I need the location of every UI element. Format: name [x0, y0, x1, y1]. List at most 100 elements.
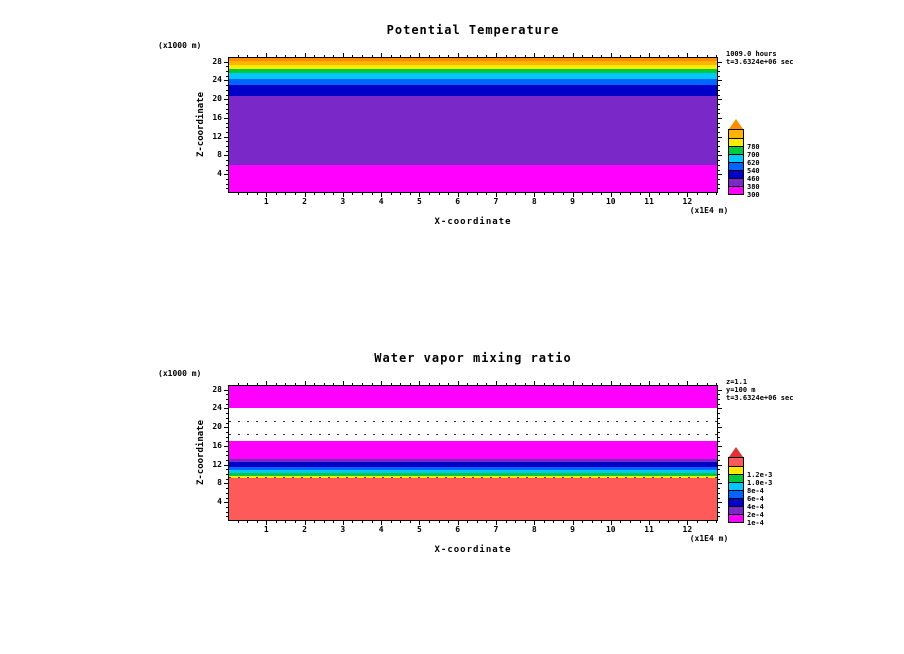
- axis-tick: [266, 53, 268, 57]
- plot-area: [228, 385, 718, 521]
- axis-tick: [226, 108, 228, 110]
- x-tick-label: 11: [644, 525, 654, 534]
- axis-tick: [591, 55, 593, 57]
- axis-tick: [304, 381, 306, 385]
- axis-tick: [438, 193, 440, 195]
- axis-tick: [668, 383, 670, 385]
- axis-tick: [226, 469, 228, 471]
- axis-tick: [718, 164, 720, 166]
- axis-tick: [668, 193, 670, 195]
- axis-tick: [342, 53, 344, 57]
- axis-tick: [428, 521, 430, 523]
- axis-tick: [696, 193, 698, 195]
- axis-tick: [718, 469, 720, 471]
- axis-tick: [658, 55, 660, 57]
- axis-tick: [226, 75, 228, 77]
- axis-tick: [718, 108, 720, 110]
- axis-tick: [275, 383, 277, 385]
- axis-tick: [409, 55, 411, 57]
- figure-potential-temperature: Potential Temperature (x1000 m) Z-coordi…: [0, 20, 904, 270]
- axis-tick: [718, 417, 720, 419]
- axis-tick: [718, 413, 720, 415]
- axis-tick: [323, 383, 325, 385]
- axis-tick: [275, 193, 277, 195]
- axis-tick: [226, 103, 228, 105]
- axis-tick: [467, 55, 469, 57]
- axis-tick: [601, 55, 603, 57]
- contour-band: [229, 462, 717, 468]
- axis-tick: [495, 381, 497, 385]
- axis-tick: [304, 521, 306, 525]
- y-tick-label: 12: [212, 459, 222, 469]
- axis-tick: [226, 413, 228, 415]
- axis-tick: [718, 445, 722, 447]
- axis-tick: [629, 383, 631, 385]
- axis-tick: [718, 464, 722, 466]
- axis-tick: [639, 193, 641, 195]
- axis-tick: [582, 55, 584, 57]
- colorbar: 1e-4 2e-4 4e-4 6e-4 8e-4 1.0e-3 1.2e-3: [728, 447, 772, 527]
- y-tick-label: 4: [217, 497, 222, 507]
- x-tick-label: 10: [605, 197, 616, 206]
- colorbar-segment: [729, 154, 743, 162]
- axis-tick: [649, 381, 651, 385]
- contour-band: [229, 65, 717, 70]
- axis-tick: [658, 193, 660, 195]
- colorbar-tick-label: 2e-4: [747, 511, 764, 519]
- colorbar-segment: [729, 490, 743, 498]
- contour-band: [229, 458, 717, 463]
- y-tick-label: 20: [212, 422, 222, 432]
- x-tick-label: 6: [455, 525, 461, 534]
- axis-tick: [601, 383, 603, 385]
- axis-tick: [649, 193, 651, 197]
- axis-tick: [428, 193, 430, 195]
- colorbar-tick-label: 1.2e-3: [747, 471, 773, 479]
- axis-tick: [718, 71, 720, 73]
- axis-tick: [515, 383, 517, 385]
- axis-tick: [718, 506, 720, 508]
- x-tick-label: 12: [682, 197, 693, 206]
- axis-tick: [706, 55, 708, 57]
- axis-tick: [467, 383, 469, 385]
- x-tick-label: 9: [570, 197, 575, 206]
- axis-tick: [658, 383, 660, 385]
- y-axis-units-label: (x1000 m): [158, 41, 202, 50]
- axis-tick: [226, 399, 228, 401]
- colorbar-segment: [729, 162, 743, 170]
- axis-tick: [448, 521, 450, 523]
- axis-tick: [543, 55, 545, 57]
- axis-tick: [716, 521, 718, 523]
- axis-tick: [226, 94, 228, 96]
- y-axis-units-label: (x1000 m): [158, 369, 202, 378]
- axis-tick: [256, 193, 258, 195]
- axis-tick: [553, 383, 555, 385]
- axis-tick: [677, 55, 679, 57]
- x-tick-label: 1: [263, 197, 269, 206]
- axis-tick: [224, 445, 228, 447]
- axis-tick: [515, 193, 517, 195]
- axis-tick: [226, 488, 228, 490]
- axis-tick: [505, 55, 507, 57]
- axis-tick: [687, 193, 689, 197]
- axis-tick: [226, 450, 228, 452]
- axis-tick: [226, 422, 228, 424]
- axis-tick: [620, 55, 622, 57]
- axis-tick: [620, 193, 622, 195]
- axis-tick: [226, 178, 228, 180]
- axis-tick: [716, 193, 718, 195]
- axis-tick: [718, 516, 720, 518]
- axis-tick: [562, 193, 564, 195]
- annotation-line: t=3.6324e+06 sec: [726, 58, 794, 66]
- x-axis-title: X-coordinate: [434, 217, 512, 227]
- axis-tick: [543, 521, 545, 523]
- annotation-line: t=3.6324e+06 sec: [726, 394, 794, 402]
- axis-tick: [524, 193, 526, 195]
- colorbar-tick-label: 300: [747, 191, 760, 199]
- colorbar-tick-label: 700: [747, 151, 760, 159]
- contour-band: [229, 96, 717, 165]
- colorbar-tick-label: 6e-4: [747, 495, 764, 503]
- axis-tick: [448, 193, 450, 195]
- contour-band: [229, 164, 717, 192]
- axis-tick: [226, 141, 228, 143]
